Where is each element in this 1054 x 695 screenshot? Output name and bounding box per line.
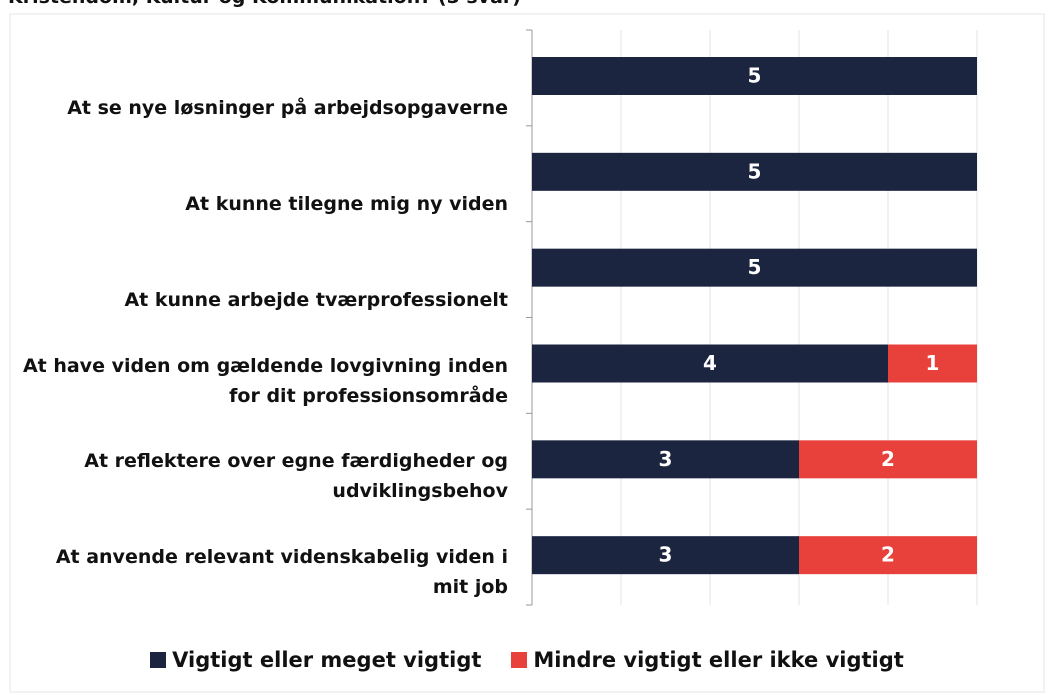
- legend-item: Mindre vigtigt eller ikke vigtigt: [511, 648, 904, 672]
- bar-segment: [799, 440, 977, 479]
- bar-segment: [799, 536, 977, 575]
- bar-segment: [532, 248, 977, 287]
- legend-swatch: [150, 652, 167, 668]
- bar-segment: [532, 344, 888, 383]
- bar-segment: [532, 152, 977, 191]
- legend-swatch: [511, 652, 528, 668]
- value-label: 1: [926, 351, 940, 375]
- value-label: 5: [748, 159, 762, 183]
- legend: Vigtigt eller meget vigtigt Mindre vigtig…: [0, 648, 1054, 672]
- category-label: At kunne tilegne mig ny viden: [185, 192, 508, 215]
- chart-title: Kristendom, Kultur og Kommunikation? (5 …: [8, 0, 521, 8]
- value-label: 3: [659, 543, 673, 567]
- chart-frame: [9, 13, 1045, 693]
- value-label: 5: [748, 64, 762, 88]
- bar-segment: [532, 536, 799, 575]
- value-label: 4: [703, 351, 717, 375]
- bar-segment: [532, 57, 977, 95]
- category-label: At se nye løsninger på arbejdsopgaverne: [67, 97, 508, 119]
- category-label: At anvende relevant videnskabelig viden …: [55, 546, 508, 599]
- legend-label: Mindre vigtigt eller ikke vigtigt: [533, 648, 904, 672]
- category-label: At kunne arbejde tværprofessionelt: [124, 288, 508, 311]
- value-label: 2: [881, 543, 895, 567]
- value-label: 5: [748, 255, 762, 279]
- value-label: 2: [881, 447, 895, 471]
- legend-label: Vigtigt eller meget vigtigt: [172, 648, 482, 672]
- bar-segment: [888, 344, 977, 383]
- category-label: At have viden om gældende lovgivning ind…: [22, 354, 508, 407]
- category-label: At reflektere over egne færdigheder og u…: [84, 450, 508, 503]
- bar-segment: [532, 440, 799, 479]
- value-label: 3: [659, 447, 673, 471]
- legend-item: Vigtigt eller meget vigtigt: [150, 648, 481, 672]
